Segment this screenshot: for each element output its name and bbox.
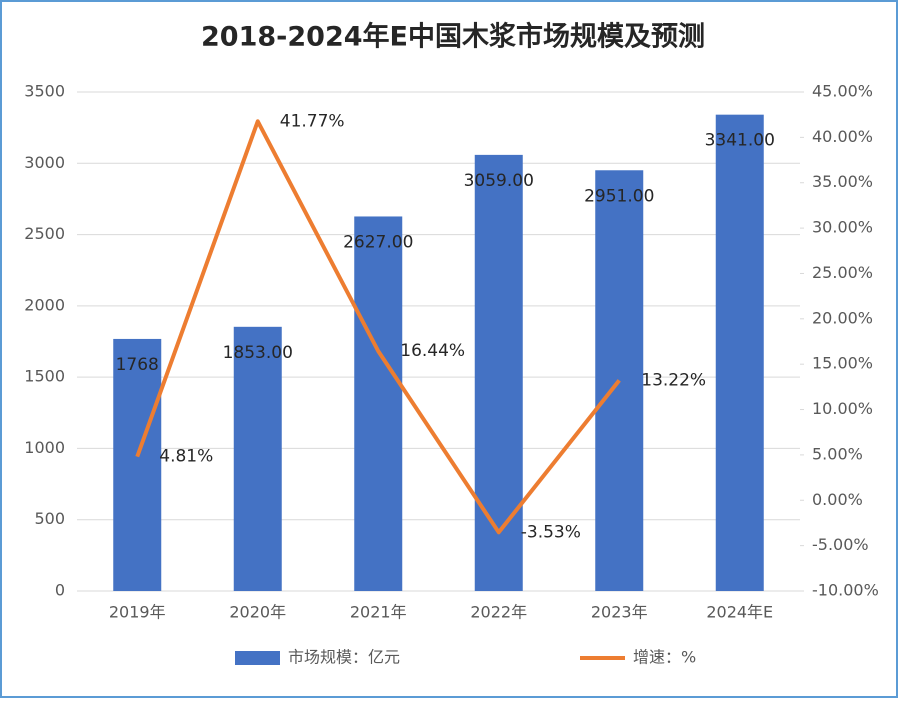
x-tick-label: 2024年E [706, 603, 773, 622]
legend-swatch [235, 651, 280, 665]
data-label: 1853.00 [223, 343, 293, 363]
data-label: 13.22% [641, 370, 706, 390]
x-tick-label: 2023年 [591, 603, 648, 622]
y2-tick-label: 5.00% [812, 444, 863, 463]
y2-tick-label: 20.00% [812, 308, 873, 327]
x-tick-label: 2020年 [229, 603, 286, 622]
legend-label: 市场规模：亿元 [288, 648, 400, 667]
bar [233, 326, 282, 591]
y2-tick-label: -10.00% [812, 581, 879, 600]
line [135, 119, 621, 535]
data-label: 41.77% [280, 111, 345, 131]
y2-tick-label: 15.00% [812, 354, 873, 373]
data-label: 1768 [116, 355, 159, 375]
chart-title: 2018-2024年E中国木浆市场规模及预测 [201, 21, 705, 53]
x-tick-label: 2022年 [470, 603, 527, 622]
legend-label: 增速：% [633, 648, 696, 667]
bar [474, 154, 523, 591]
bar [354, 216, 403, 592]
y-tick-label: 3500 [24, 82, 65, 101]
y2-tick-label: 0.00% [812, 490, 863, 509]
y-tick-label: 2500 [24, 224, 65, 243]
y2-tick-label: -5.00% [812, 535, 869, 554]
y2-tick-label: 40.00% [812, 127, 873, 146]
data-label: 2951.00 [584, 186, 654, 206]
y2-tick-label: 25.00% [812, 263, 873, 282]
y2-tick-label: 10.00% [812, 399, 873, 418]
y2-tick-label: 45.00% [812, 82, 873, 101]
data-label: 3059.00 [464, 171, 534, 191]
y-tick-label: 0 [55, 581, 65, 600]
x-tick-label: 2021年 [350, 603, 407, 622]
data-label: -3.53% [521, 522, 581, 542]
y-tick-label: 500 [34, 509, 65, 528]
data-label: 16.44% [400, 341, 465, 361]
y2-tick-label: 30.00% [812, 218, 873, 237]
x-tick-label: 2019年 [109, 603, 166, 622]
bar [715, 114, 764, 591]
data-label: 4.81% [159, 447, 213, 467]
bar [113, 338, 162, 591]
y-tick-label: 2000 [24, 295, 65, 314]
data-label: 3341.00 [705, 131, 775, 151]
data-label: 2627.00 [343, 232, 413, 252]
y-tick-label: 1500 [24, 367, 65, 386]
y-tick-label: 1000 [24, 438, 65, 457]
y2-tick-label: 35.00% [812, 172, 873, 191]
y-tick-label: 3000 [24, 153, 65, 172]
